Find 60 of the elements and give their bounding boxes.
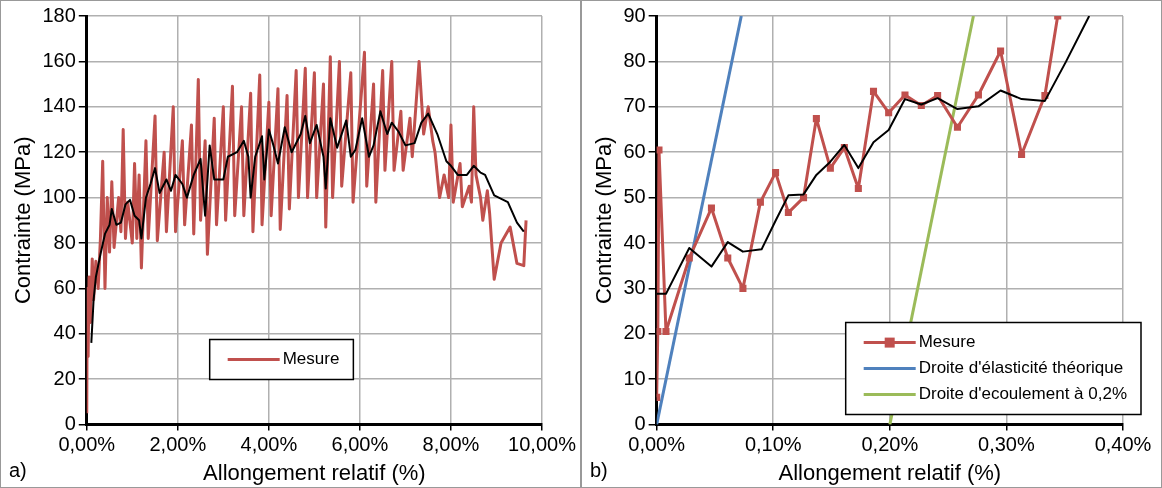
point [901,91,909,99]
point [812,115,820,123]
x-tick-label: 8,00% [422,433,480,456]
text: a) [9,458,27,481]
point [885,109,893,117]
y-tick-label: 40 [623,230,646,253]
y-tick-label: 40 [53,321,76,344]
x-axis-title: Allongement relatif (%) [778,459,1002,485]
point [707,204,715,212]
y-tick-label: 140 [42,94,76,117]
x-tick-label: 0,10% [744,433,802,456]
y-tick-label: 90 [623,3,646,26]
legend-label: Mesure [282,349,340,369]
point [656,146,663,154]
x-tick-label: 6,00% [331,433,389,456]
legend-label: Droite d'ecoulement à 0,2% [918,384,1127,404]
x-tick-label: 0,00% [58,433,116,456]
x-axis-title: Allongement relatif (%) [203,459,426,485]
point [772,169,780,177]
point [685,254,693,262]
y-tick-label: 30 [623,275,646,298]
y-tick-label: 180 [42,3,76,26]
point [953,123,961,131]
y-tick-label: 100 [42,185,76,208]
point [997,47,1005,55]
y-tick-label: 60 [623,139,646,162]
point [869,87,878,95]
legend-label: Droite d'élasticité théorique [918,358,1124,378]
point [739,284,747,292]
x-tick-label: 2,00% [149,433,207,456]
y-axis-title: Contrainte (MPa) [10,136,36,305]
y-tick-label: 120 [42,139,76,162]
point [784,209,792,217]
y-tick-label: 10 [623,366,646,389]
point [724,254,732,262]
x-tick-label: 0,30% [978,433,1035,456]
y-tick-label: 20 [623,321,646,344]
x-tick-label: 0,00% [628,433,686,456]
point [974,91,982,99]
y-tick-label: 80 [623,48,646,71]
x-tick-label: 0,20% [861,433,919,456]
text: b) [590,458,608,481]
y-tick-label: 20 [53,366,76,389]
legend-label: Mesure [918,332,976,352]
y-tick-label: 80 [53,230,76,253]
point [1018,150,1026,159]
point [854,184,862,193]
x-tick-label: 10,00% [508,433,577,456]
x-tick-label: 0,40% [1094,433,1152,456]
y-tick-label: 0 [634,412,646,435]
point [756,198,764,206]
point [826,164,834,172]
y-tick-label: 70 [623,94,646,117]
point [662,327,670,336]
y-tick-label: 0 [64,412,76,435]
y-tick-label: 60 [53,275,76,298]
y-tick-label: 50 [623,185,646,208]
x-tick-label: 4,00% [240,433,298,456]
y-tick-label: 160 [42,48,76,71]
y-axis-title: Contrainte (MPa) [591,136,617,305]
